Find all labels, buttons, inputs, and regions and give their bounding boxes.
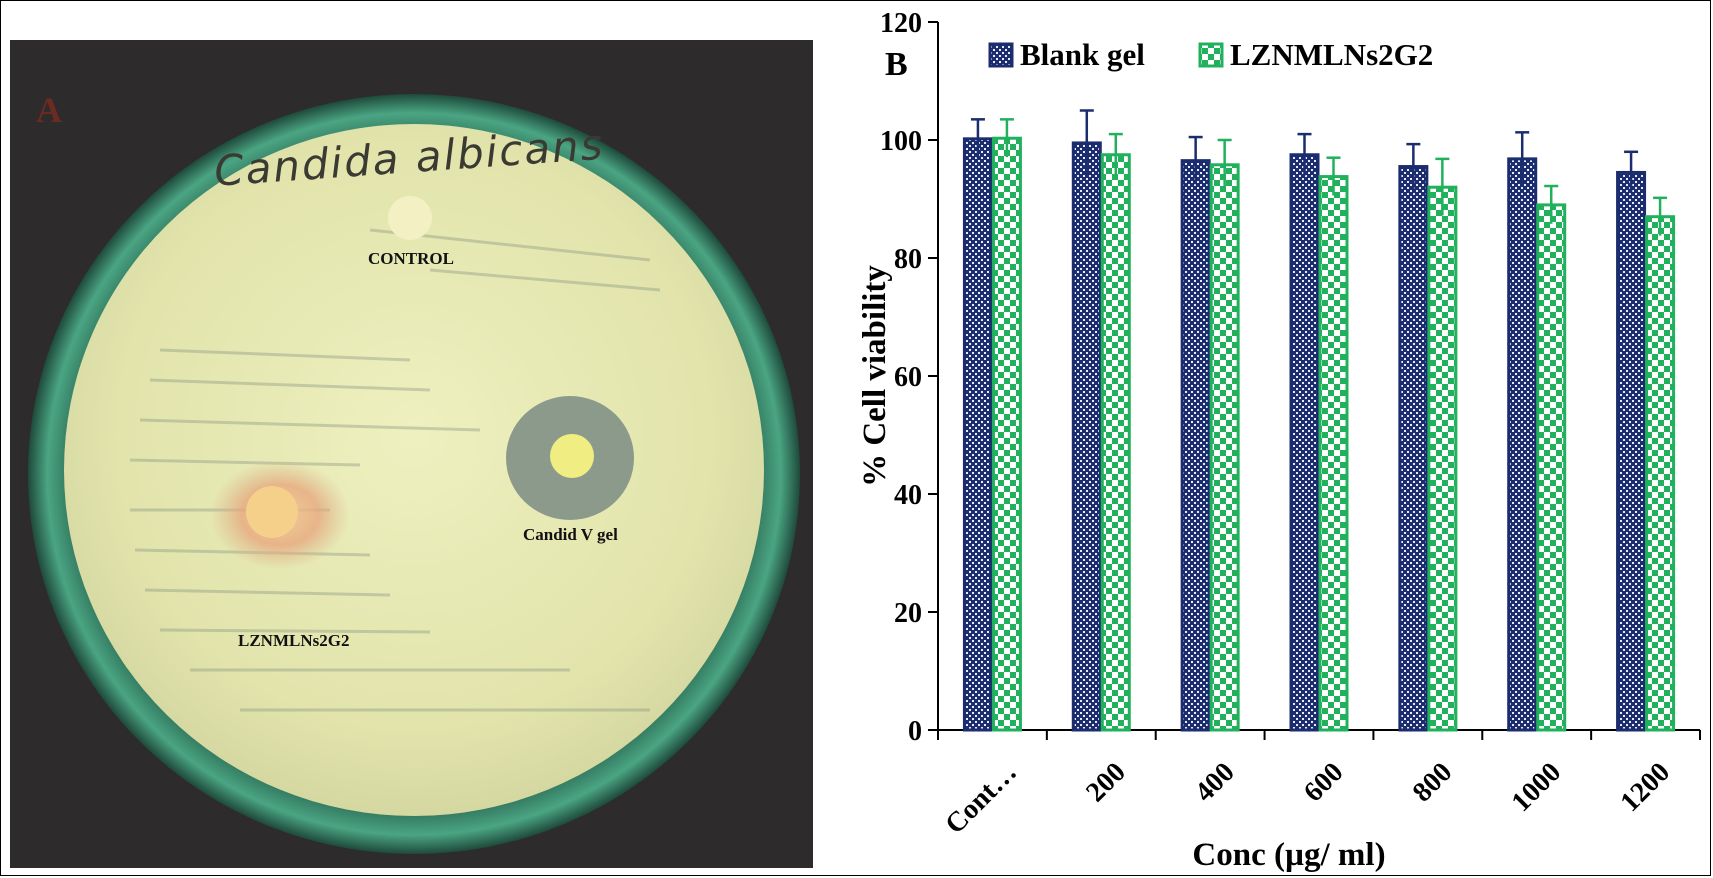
bars <box>962 109 1676 732</box>
x-tick-label: 1200 <box>1615 757 1677 819</box>
y-tick-label: 60 <box>894 362 922 393</box>
control-disc <box>388 196 432 240</box>
legend-swatch <box>988 42 1014 68</box>
legend: Blank gel LZNMLNs2G2 <box>988 37 1433 72</box>
control-label: CONTROL <box>368 249 454 268</box>
bar-lznmlns2g2 <box>1536 203 1567 732</box>
x-tick-label: 1000 <box>1506 757 1568 819</box>
bar-blank-gel <box>1507 157 1538 732</box>
bar-lznmlns2g2 <box>1427 185 1458 732</box>
y-axis-title: % Cell viability <box>857 265 893 487</box>
bar-blank-gel <box>1398 165 1429 732</box>
petri-dish-photo: Candida albicans CONTROL Candid V gel LZ… <box>10 40 813 868</box>
chart-svg: 0 20 40 60 80 100 120 Cont… 200 400 600 800 1000 1200… <box>857 8 1701 873</box>
legend-label: Blank gel <box>1020 37 1145 72</box>
bar-blank-gel <box>1180 159 1211 732</box>
y-tick-label: 40 <box>894 480 922 511</box>
bar-lznmlns2g2 <box>1209 163 1240 732</box>
legend-swatch <box>1198 42 1224 68</box>
cell-viability-chart: 0 20 40 60 80 100 120 Cont… 200 400 600 800 1000 1200… <box>830 0 1710 876</box>
petri-dish-illustration: Candida albicans CONTROL Candid V gel LZ… <box>10 40 813 868</box>
y-tick-label: 20 <box>894 598 922 629</box>
y-tick-label: 100 <box>880 126 922 157</box>
x-tick-label: Cont… <box>939 757 1023 841</box>
x-axis-title: Conc (µg/ ml) <box>1192 837 1385 873</box>
x-tick-label: 600 <box>1298 757 1350 809</box>
lzn-disc <box>246 486 298 538</box>
x-tick-label: 800 <box>1407 757 1459 809</box>
candid-disc <box>550 434 594 478</box>
y-tick-label: 0 <box>908 716 922 747</box>
lzn-label: LZNMLNs2G2 <box>238 631 349 650</box>
x-tick-label: 200 <box>1080 757 1132 809</box>
bar-lznmlns2g2 <box>1100 153 1131 732</box>
bar-lznmlns2g2 <box>991 136 1022 732</box>
agar-surface <box>64 124 764 816</box>
bar-blank-gel <box>1071 141 1102 732</box>
panel-b-letter: B <box>885 46 908 83</box>
y-tick-label: 80 <box>894 244 922 275</box>
panel-a-letter: A <box>36 90 62 130</box>
bar-blank-gel <box>962 137 993 732</box>
bar-lznmlns2g2 <box>1318 175 1349 732</box>
candid-label: Candid V gel <box>523 525 618 544</box>
bar-blank-gel <box>1289 153 1320 732</box>
bar-blank-gel <box>1616 170 1647 732</box>
y-tick-label: 120 <box>880 8 922 39</box>
bar-lznmlns2g2 <box>1645 215 1676 732</box>
legend-label: LZNMLNs2G2 <box>1230 37 1433 72</box>
x-tick-label: 400 <box>1189 757 1241 809</box>
